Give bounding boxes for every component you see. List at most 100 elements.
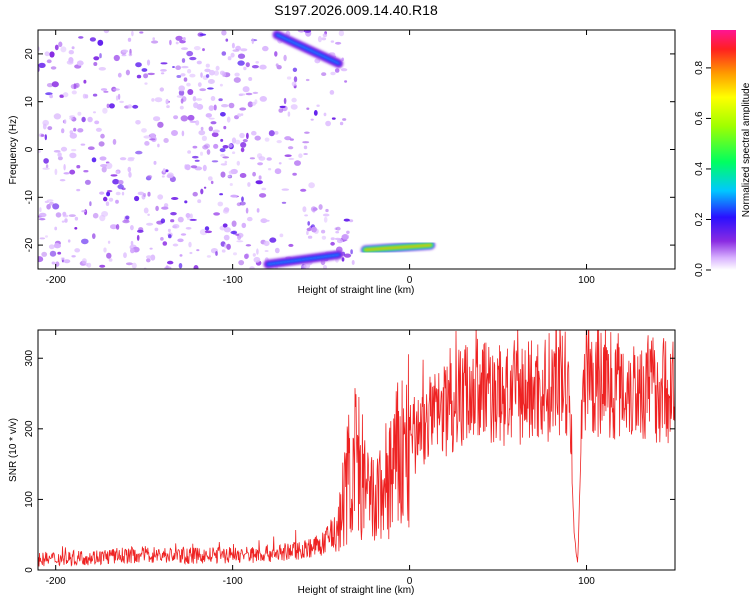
heatmap-speckle [230, 52, 235, 58]
colorbar: 0.0 0.2 0.4 0.6 0.8 Normalized spectral ampl… [694, 30, 750, 277]
heatmap-speckle [58, 41, 63, 48]
heatmap-speckle [181, 65, 189, 69]
heatmap-speckle [76, 188, 81, 192]
heatmap-speckle [201, 135, 207, 141]
heatmap-speckle [189, 56, 197, 61]
heatmap-speckle [64, 218, 68, 223]
x-tick-label: 0 [407, 275, 413, 286]
heatmap-speckle [135, 150, 143, 155]
heatmap-speckle [224, 160, 228, 164]
heatmap-speckle [100, 88, 108, 91]
x-tick-label: -100 [223, 576, 243, 587]
heatmap-speckle [221, 71, 226, 78]
colorbar-tick-label: 0.4 [694, 162, 705, 176]
heatmap-speckle [62, 211, 67, 217]
heatmap-speckle [338, 30, 345, 37]
heatmap-speckle [62, 92, 69, 98]
heatmap-speckle [117, 93, 121, 100]
heatmap-speckle [330, 71, 336, 76]
heatmap-speckle [74, 82, 80, 88]
heatmap-speckle [199, 33, 207, 36]
heatmap-speckle [294, 160, 301, 166]
heatmap-speckle [211, 160, 219, 163]
heatmap-speckle [187, 150, 192, 154]
heatmap-speckle [157, 143, 160, 148]
heatmap-speckle [45, 164, 49, 169]
heatmap-speckle [239, 173, 247, 178]
heatmap-speckle [105, 162, 113, 169]
heatmap-speckle [171, 130, 178, 136]
x-tick-label: -200 [46, 275, 66, 286]
heatmap-speckle [292, 172, 297, 176]
heatmap-speckle [213, 143, 219, 149]
heatmap-speckle [287, 146, 294, 150]
heatmap-speckle [303, 153, 308, 155]
heatmap-speckle [42, 167, 50, 170]
heatmap-speckle [316, 104, 320, 107]
heatmap-speckle [115, 95, 119, 101]
x-tick-label: 100 [578, 275, 595, 286]
heatmap-speckle [150, 254, 156, 261]
snr-x-ticks: -200 -100 0 100 [46, 330, 595, 587]
heatmap-speckle [121, 49, 129, 53]
heatmap-speckle [205, 113, 212, 118]
heatmap-speckle [69, 116, 74, 120]
heatmap-speckle [278, 162, 282, 165]
heatmap-feature [275, 33, 340, 65]
heatmap-speckle [245, 244, 252, 247]
heatmap-speckle [343, 218, 350, 222]
heatmap-speckle [331, 117, 336, 120]
colorbar-ticks: 0.0 0.2 0.4 0.6 0.8 [694, 61, 711, 277]
heatmap-speckle [187, 89, 194, 95]
heatmap-speckle [197, 199, 202, 204]
heatmap-speckle [274, 168, 282, 175]
heatmap-speckle [193, 46, 201, 51]
heatmap-speckle [274, 247, 280, 254]
heatmap-speckle [44, 134, 47, 141]
heatmap-speckle [220, 112, 226, 117]
heatmap-speckle [83, 170, 89, 173]
y-tick-label: 200 [24, 420, 35, 437]
heatmap-speckle [108, 258, 113, 262]
y-tick-label: 100 [24, 491, 35, 508]
heatmap-speckle [43, 158, 49, 164]
heatmap-speckle [134, 195, 140, 202]
heatmap-speckle [308, 182, 315, 189]
heatmap-speckle [68, 214, 76, 218]
heatmap-speckle [246, 132, 249, 140]
heatmap-speckle [228, 102, 235, 109]
snr-y-label: SNR (10 * v/v) [8, 418, 19, 482]
heatmap-speckle [293, 76, 298, 83]
heatmap-speckle [318, 204, 323, 210]
heatmap-speckle [209, 69, 215, 76]
heatmap-speckle [241, 196, 244, 202]
heatmap-speckle [192, 145, 198, 149]
heatmap-speckle [147, 213, 150, 216]
heatmap-speckle [71, 46, 75, 50]
y-tick-label: 300 [24, 349, 35, 366]
heatmap-speckle [93, 56, 100, 61]
heatmap-speckle [76, 165, 81, 169]
heatmap-speckle [314, 58, 321, 64]
heatmap-speckle [130, 240, 134, 246]
heatmap-speckle [161, 206, 169, 210]
heatmap-speckle [229, 183, 233, 186]
heatmap-speckle [135, 120, 141, 125]
colorbar-tick-label: 0.6 [694, 111, 705, 125]
heatmap-speckle [143, 73, 149, 79]
heatmap-speckle [213, 104, 217, 111]
heatmap-speckle [305, 78, 310, 82]
heatmap-speckle [63, 172, 70, 175]
heatmap-speckle [128, 53, 133, 57]
heatmap-speckle [169, 39, 172, 46]
heatmap-speckle [128, 171, 132, 178]
heatmap-speckle [123, 252, 127, 259]
heatmap-speckle [322, 33, 328, 37]
heatmap-speckle [130, 247, 135, 254]
heatmap-speckle [137, 191, 145, 196]
heatmap-speckle [222, 156, 230, 159]
heatmap-speckle [279, 105, 286, 109]
heatmap-speckle [210, 96, 216, 101]
heatmap-speckle [125, 262, 133, 266]
heatmap-speckle [200, 126, 204, 131]
